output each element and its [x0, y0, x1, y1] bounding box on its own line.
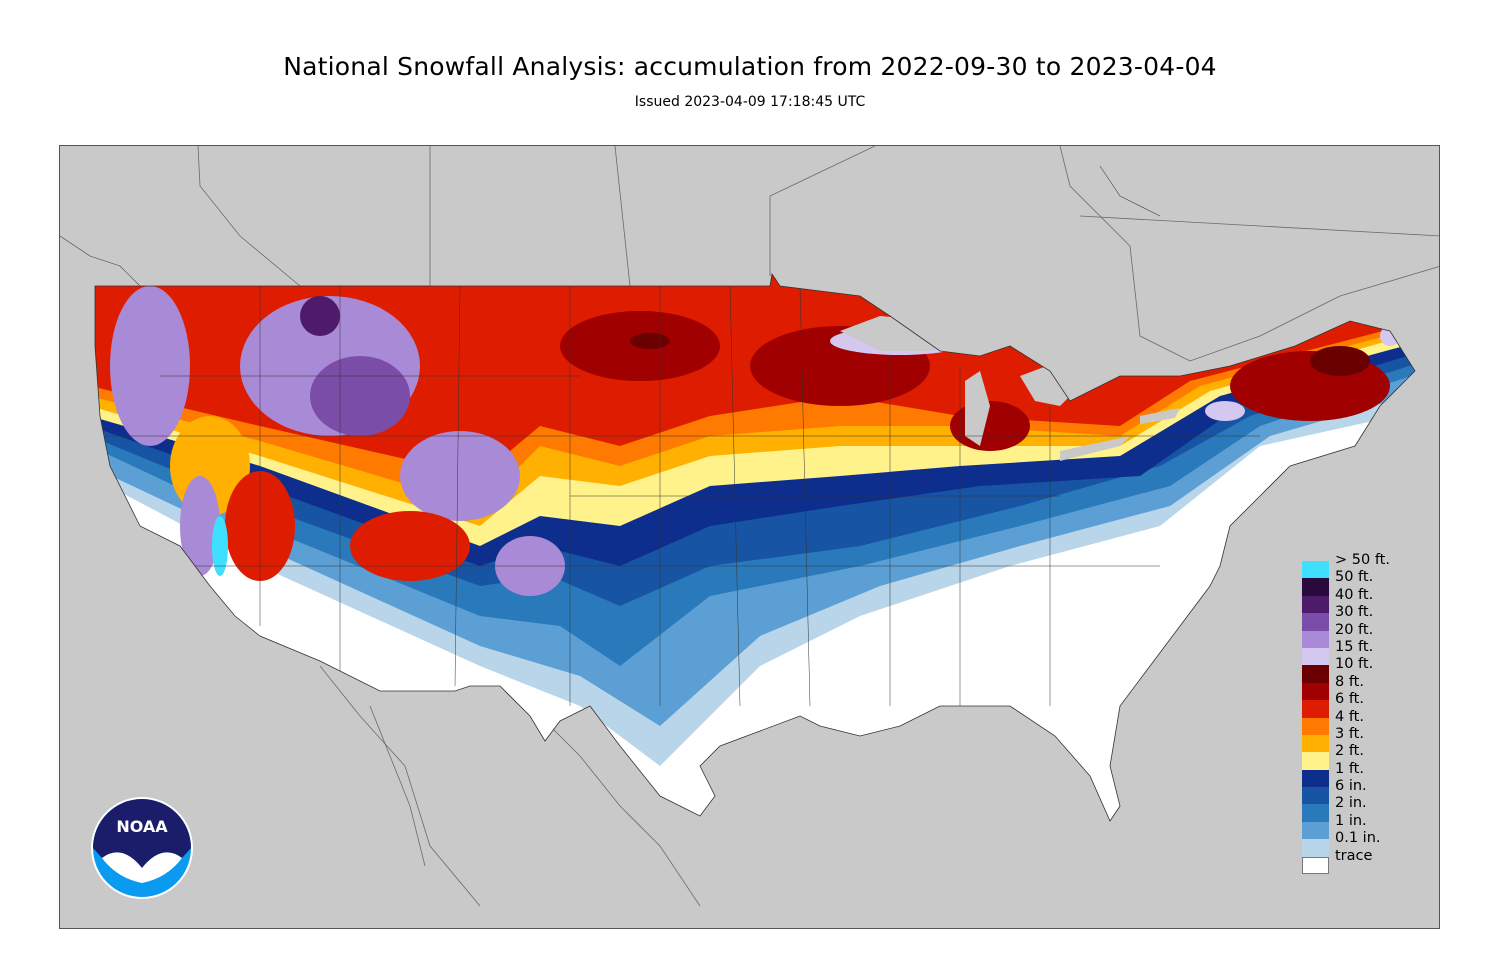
legend-label: 0.1 in.: [1335, 830, 1381, 847]
issued-timestamp: Issued 2023-04-09 17:18:45 UTC: [634, 94, 866, 110]
legend-label: 2 in.: [1335, 795, 1367, 812]
legend-label: 6 ft.: [1335, 691, 1364, 708]
legend-swatch: [1302, 613, 1329, 631]
legend-swatch: [1302, 734, 1329, 753]
legend-label: 40 ft.: [1335, 586, 1374, 603]
noaa-logo-text: NOAA: [116, 817, 168, 836]
legend-label: 4 ft.: [1335, 708, 1364, 725]
legend-label: trace: [1335, 847, 1373, 864]
legend-label: 15 ft.: [1335, 638, 1374, 655]
legend-swatch: [1302, 717, 1329, 735]
legend-swatch: [1302, 769, 1329, 788]
legend-swatch: [1302, 804, 1329, 822]
noaa-logo: NOAA: [91, 797, 193, 899]
legend-swatch: [1302, 752, 1329, 770]
legend-label: 50 ft.: [1335, 569, 1374, 586]
legend-swatch: [1302, 700, 1329, 718]
legend-label: 10 ft.: [1335, 656, 1374, 673]
legend-label: 3 ft.: [1335, 725, 1364, 742]
legend-swatch: [1302, 787, 1329, 805]
legend-swatch: [1302, 647, 1329, 666]
snowfall-map: NOAA: [59, 145, 1440, 929]
legend-label: 30 ft.: [1335, 604, 1374, 621]
legend-swatch: [1302, 682, 1329, 701]
legend-label: > 50 ft.: [1335, 552, 1390, 568]
legend-label: 8 ft.: [1335, 673, 1364, 690]
legend-label: 6 in.: [1335, 778, 1367, 795]
country-borders: [197, 146, 1439, 907]
coastline: [60, 165, 1161, 287]
legend-swatch: [1302, 665, 1329, 683]
legend-swatch: [1302, 839, 1329, 857]
us-outline: [94, 272, 1416, 822]
state-borders: [95, 285, 1260, 707]
legend-label: 2 ft.: [1335, 743, 1364, 760]
legend-label: 20 ft.: [1335, 621, 1374, 638]
legend-swatch: [1302, 595, 1329, 614]
map-title: National Snowfall Analysis: accumulation…: [283, 52, 1217, 81]
legend-swatch: [1302, 578, 1329, 596]
legend-swatch: [1302, 561, 1329, 579]
legend-label: 1 ft.: [1335, 760, 1364, 777]
legend-swatch: [1302, 630, 1329, 648]
legend-swatch: [1302, 856, 1329, 875]
map-canvas: NOAA: [60, 146, 1439, 928]
legend-label: 1 in.: [1335, 812, 1367, 829]
legend-swatch: [1302, 821, 1329, 840]
